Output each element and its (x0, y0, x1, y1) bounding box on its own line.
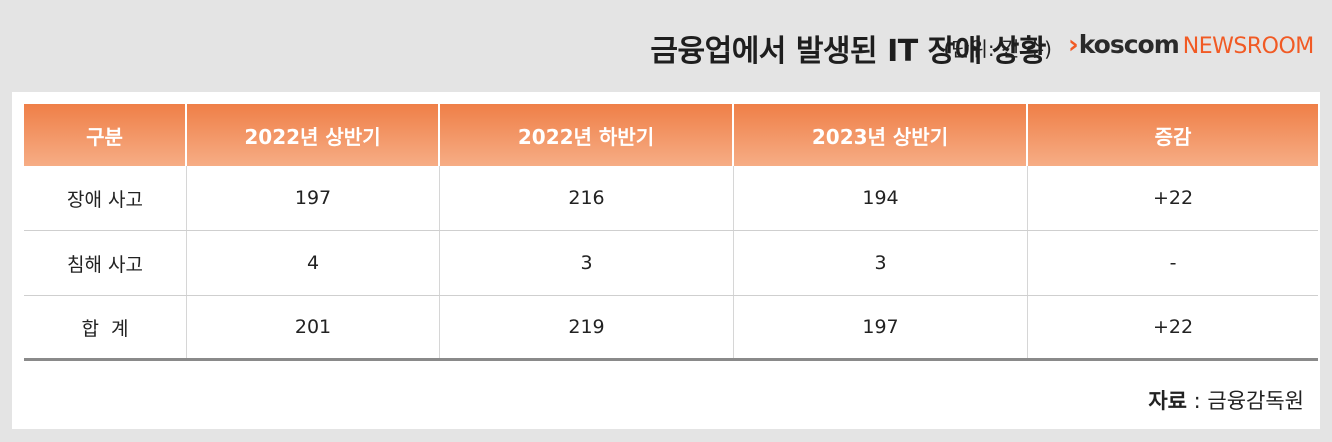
unit-label: (단위: 건 수) (943, 37, 1052, 61)
column-header-2022-h1: 2022년 상반기 (187, 104, 440, 166)
table-cell: 3 (440, 231, 734, 295)
column-header-2022-h2: 2022년 하반기 (440, 104, 734, 166)
source-separator: : (1186, 389, 1208, 413)
header: 금융업에서 발생된 IT 장애 상황 (단위: 건 수) › koscom NE… (0, 0, 1332, 92)
table-row-total: 합 계 201 219 197 +22 (24, 296, 1318, 361)
table-cell: - (1169, 252, 1177, 274)
table-cell: 197 (187, 166, 440, 230)
table-cell: 201 (187, 296, 440, 358)
table-cell: +22 (1152, 316, 1194, 338)
logo-name: koscom (1078, 30, 1180, 59)
column-header-2023-h1: 2023년 상반기 (734, 104, 1028, 166)
incident-table: 구분 2022년 상반기 2022년 하반기 2023년 상반기 증감 장애 사… (24, 104, 1318, 361)
column-header-category: 구분 (24, 104, 187, 166)
table-cell: 219 (440, 296, 734, 358)
table-cell: 197 (734, 296, 1028, 358)
page-title: 금융업에서 발생된 IT 장애 상황 (650, 34, 1046, 69)
table-cell: 216 (440, 166, 734, 230)
table-row: 침해 사고 4 3 3 - (24, 231, 1318, 296)
table-cell: 3 (734, 231, 1028, 295)
table-row: 장애 사고 197 216 194 +22 (24, 166, 1318, 231)
chevron-right-icon: › (1068, 30, 1079, 60)
koscom-newsroom-logo: › koscom NEWSROOM (1068, 32, 1314, 60)
logo-suffix: NEWSROOM (1182, 34, 1314, 59)
table-cell: 4 (187, 231, 440, 295)
source-value: 금융감독원 (1207, 389, 1304, 413)
column-header-change: 증감 (1154, 124, 1192, 149)
table-header: 구분 2022년 상반기 2022년 하반기 2023년 상반기 증감 (24, 104, 1318, 166)
row-label: 장애 사고 (24, 166, 187, 230)
row-label: 합 계 (24, 296, 187, 358)
row-label: 침해 사고 (24, 231, 187, 295)
table-cell: 194 (734, 166, 1028, 230)
source-label: 자료 (1148, 389, 1187, 413)
table-cell: +22 (1152, 187, 1194, 209)
table-panel: 구분 2022년 상반기 2022년 하반기 2023년 상반기 증감 장애 사… (12, 92, 1320, 429)
source-note: 자료 : 금융감독원 (1148, 385, 1304, 415)
